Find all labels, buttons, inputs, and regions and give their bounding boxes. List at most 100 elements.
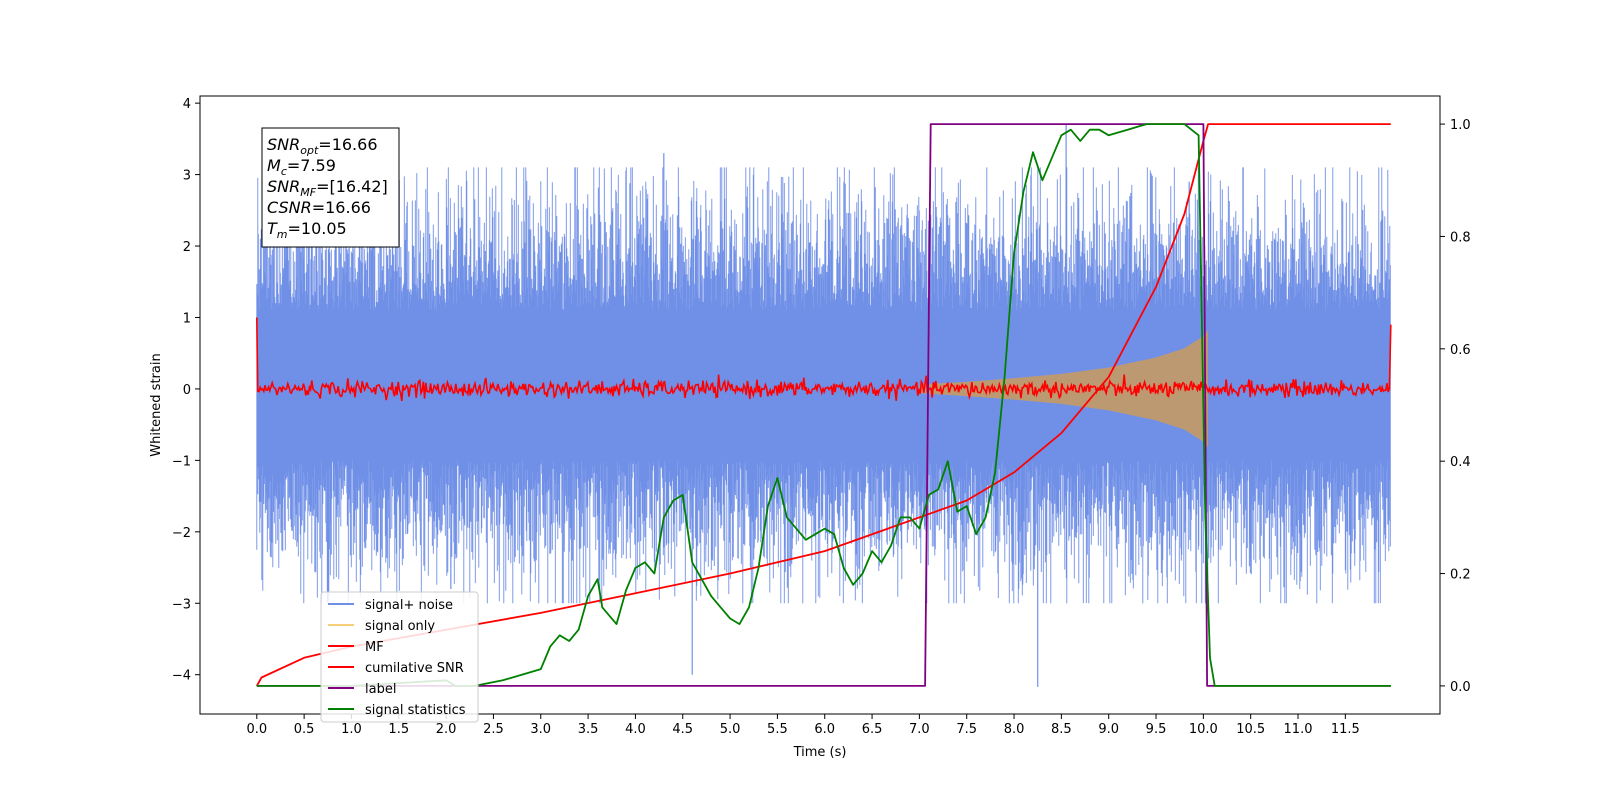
legend-entry: label	[328, 682, 396, 697]
x-tick-label: 9.0	[1098, 722, 1119, 737]
x-tick-label: 6.5	[862, 722, 883, 737]
annotation-line: SNRopt=16.66	[267, 135, 378, 157]
legend-label: cumilative SNR	[365, 661, 464, 676]
legend-entry: MF	[328, 640, 384, 655]
x-tick: 9.5	[1146, 714, 1167, 737]
x-tick-label: 3.5	[578, 722, 599, 737]
x-tick: 8.5	[1051, 714, 1072, 737]
y2-tick-label: 0.8	[1450, 230, 1471, 245]
y-tick-label: −3	[172, 597, 191, 612]
x-tick: 11.0	[1284, 714, 1313, 737]
y-axis-right: 1.0 0.8 0.6 0.4 0.2 0.0	[1440, 118, 1471, 695]
annotation-line: SNRMF=[16.42]	[267, 177, 388, 199]
legend: signal+ noise signal only MF cumilative SNR…	[320, 591, 479, 723]
y-tick-label: −2	[172, 526, 191, 541]
y-tick: 4	[183, 97, 200, 112]
x-tick-label: 10.5	[1236, 722, 1265, 737]
x-tick: 8.0	[1004, 714, 1025, 737]
x-tick-label: 4.5	[672, 722, 693, 737]
plot-frame	[199, 95, 1441, 715]
x-tick-label: 2.5	[483, 722, 504, 737]
y2-tick-label: 0.0	[1450, 680, 1471, 695]
x-tick: 6.0	[814, 714, 835, 737]
y-tick: −3	[172, 597, 200, 612]
y2-tick: 1.0	[1440, 118, 1471, 133]
y-tick-label: 0	[183, 383, 191, 398]
y-tick-label: 3	[183, 169, 191, 184]
mf-series	[256, 317, 1392, 402]
y2-tick-label: 0.4	[1450, 455, 1471, 470]
annotation-box: SNRopt=16.66Mc=7.59SNRMF=[16.42]CSNR=16.…	[261, 127, 400, 248]
y-tick-label: 4	[183, 97, 191, 112]
y-tick: −2	[172, 526, 200, 541]
x-tick: 5.5	[767, 714, 788, 737]
x-tick-label: 4.0	[625, 722, 646, 737]
y-tick: 2	[183, 240, 200, 255]
y2-tick: 0.6	[1440, 343, 1471, 358]
annotation-line: Tm=10.05	[267, 219, 347, 241]
x-tick-label: 3.0	[530, 722, 551, 737]
x-tick: 3.0	[530, 714, 551, 737]
x-tick-label: 1.5	[388, 722, 409, 737]
x-tick-label: 11.0	[1284, 722, 1313, 737]
x-tick-label: 9.5	[1146, 722, 1167, 737]
x-tick: 3.5	[578, 714, 599, 737]
y2-tick-label: 1.0	[1450, 118, 1471, 133]
y-tick: 3	[183, 169, 200, 184]
x-tick-label: 5.5	[767, 722, 788, 737]
x-tick-label: 0.0	[246, 722, 267, 737]
x-tick-label: 2.0	[436, 722, 457, 737]
legend-label: label	[365, 682, 396, 697]
x-tick-label: 10.0	[1189, 722, 1218, 737]
y2-tick: 0.0	[1440, 680, 1471, 695]
y2-tick: 0.2	[1440, 568, 1471, 583]
legend-entry: signal+ noise	[328, 598, 453, 613]
y-tick: −1	[172, 454, 200, 469]
legend-frame	[320, 591, 479, 723]
y-tick-label: −4	[172, 669, 191, 684]
y2-tick: 0.4	[1440, 455, 1471, 470]
x-tick-label: 11.5	[1331, 722, 1360, 737]
legend-label: signal statistics	[365, 703, 466, 718]
x-tick-label: 8.0	[1004, 722, 1025, 737]
legend-label: signal only	[365, 619, 435, 634]
mf-line	[256, 317, 1392, 402]
plot-area	[256, 123, 1392, 687]
x-tick: 0.0	[246, 714, 267, 737]
x-tick-label: 7.0	[909, 722, 930, 737]
x-tick: 10.0	[1189, 714, 1218, 737]
x-tick: 0.5	[294, 714, 315, 737]
y-axis-label: Whitened strain	[149, 353, 164, 456]
y-tick: 0	[183, 383, 200, 398]
x-tick: 5.0	[720, 714, 741, 737]
y-tick-label: 2	[183, 240, 191, 255]
x-axis-label: Time (s)	[793, 745, 847, 760]
x-tick: 7.0	[909, 714, 930, 737]
y2-tick-label: 0.2	[1450, 568, 1471, 583]
annotation-line: Mc=7.59	[267, 156, 336, 178]
legend-label: MF	[365, 640, 384, 655]
x-tick: 2.5	[483, 714, 504, 737]
annotation-frame	[261, 127, 400, 248]
y-axis-left: 4 3 2 1 0 −1 −2 −3 −4	[172, 97, 200, 684]
x-tick-label: 6.0	[814, 722, 835, 737]
annotation-line: CSNR=16.66	[267, 198, 371, 217]
x-tick-label: 8.5	[1051, 722, 1072, 737]
y-tick: 1	[183, 311, 200, 326]
y-tick: −4	[172, 669, 200, 684]
x-tick-label: 7.5	[956, 722, 977, 737]
legend-label: signal+ noise	[365, 598, 453, 613]
legend-entry: cumilative SNR	[328, 661, 464, 676]
signal-statistics-line	[256, 123, 1391, 687]
x-tick: 4.5	[672, 714, 693, 737]
x-tick: 7.5	[956, 714, 977, 737]
x-tick-label: 0.5	[294, 722, 315, 737]
x-tick: 11.5	[1331, 714, 1360, 737]
x-tick: 9.0	[1098, 714, 1119, 737]
y2-tick: 0.8	[1440, 230, 1471, 245]
y-tick-label: 1	[183, 311, 191, 326]
x-tick-label: 5.0	[720, 722, 741, 737]
x-tick: 4.0	[625, 714, 646, 737]
legend-entry: signal only	[328, 619, 435, 634]
